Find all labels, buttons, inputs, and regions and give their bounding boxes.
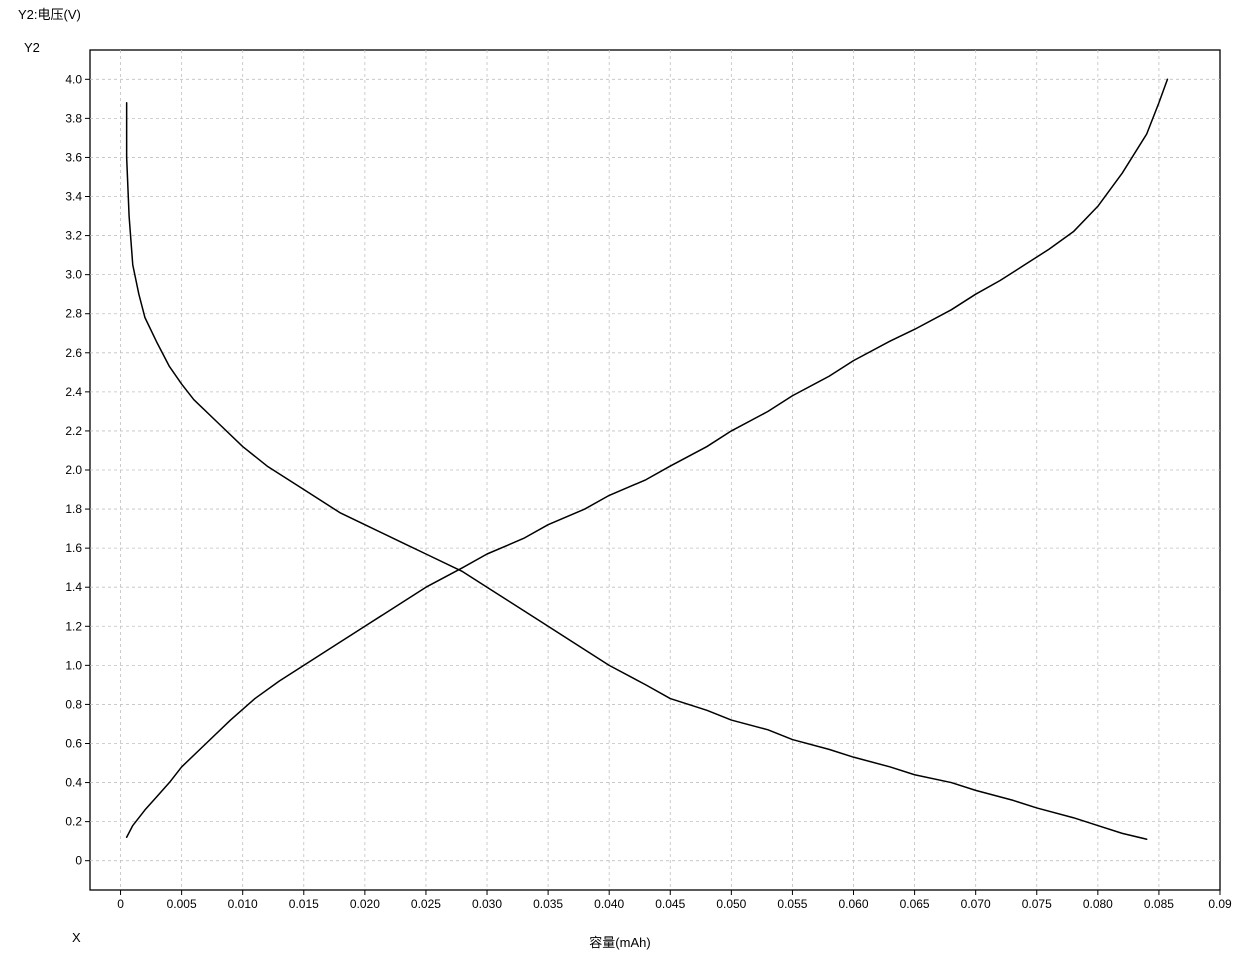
voltage-capacity-chart: Y2:电压(V) Y2 X 容量(mAh) 00.0050.0100.0150.… xyxy=(0,0,1240,960)
y-tick-label: 0 xyxy=(75,854,82,868)
x-tick-label: 0.045 xyxy=(655,897,685,911)
x-tick-label: 0.030 xyxy=(472,897,502,911)
y-tick-label: 2.8 xyxy=(65,307,82,321)
y-tick-label: 2.2 xyxy=(65,424,82,438)
y-tick-label: 2.6 xyxy=(65,346,82,360)
y-tick-label: 0.2 xyxy=(65,815,82,829)
x-tick-label: 0.080 xyxy=(1083,897,1113,911)
x-tick-label: 0.040 xyxy=(594,897,624,911)
y-tick-label: 3.8 xyxy=(65,111,82,125)
y-tick-label: 2.0 xyxy=(65,463,82,477)
x-tick-label: 0.050 xyxy=(716,897,746,911)
x-tick-label: 0.065 xyxy=(900,897,930,911)
y-tick-label: 0.8 xyxy=(65,697,82,711)
x-tick-label: 0 xyxy=(117,897,124,911)
y-tick-label: 3.6 xyxy=(65,150,82,164)
y-tick-label: 1.4 xyxy=(65,580,82,594)
x-tick-label: 0.060 xyxy=(838,897,868,911)
y-tick-label: 2.4 xyxy=(65,385,82,399)
y-tick-label: 1.6 xyxy=(65,541,82,555)
x-tick-label: 0.025 xyxy=(411,897,441,911)
y-tick-label: 0.4 xyxy=(65,776,82,790)
y-tick-label: 1.8 xyxy=(65,502,82,516)
y-tick-label: 0.6 xyxy=(65,736,82,750)
y-tick-label: 3.0 xyxy=(65,268,82,282)
series-discharge xyxy=(127,103,1147,839)
x-tick-label: 0.015 xyxy=(289,897,319,911)
x-tick-label: 0.010 xyxy=(228,897,258,911)
y-tick-label: 4.0 xyxy=(65,72,82,86)
x-tick-label: 0.005 xyxy=(167,897,197,911)
y-tick-label: 1.2 xyxy=(65,619,82,633)
y-tick-label: 3.4 xyxy=(65,190,82,204)
y-tick-label: 3.2 xyxy=(65,229,82,243)
x-tick-label: 0.055 xyxy=(777,897,807,911)
x-tick-label: 0.070 xyxy=(961,897,991,911)
x-tick-label: 0.09 xyxy=(1208,897,1232,911)
x-tick-label: 0.075 xyxy=(1022,897,1052,911)
x-tick-label: 0.035 xyxy=(533,897,563,911)
y-tick-label: 1.0 xyxy=(65,658,82,672)
x-tick-label: 0.085 xyxy=(1144,897,1174,911)
x-tick-label: 0.020 xyxy=(350,897,380,911)
chart-svg: 0 0.005 0.010 0.015 0.020 0.025 0.030 0.035 0.04… xyxy=(0,0,1240,960)
series-charge xyxy=(127,79,1168,837)
